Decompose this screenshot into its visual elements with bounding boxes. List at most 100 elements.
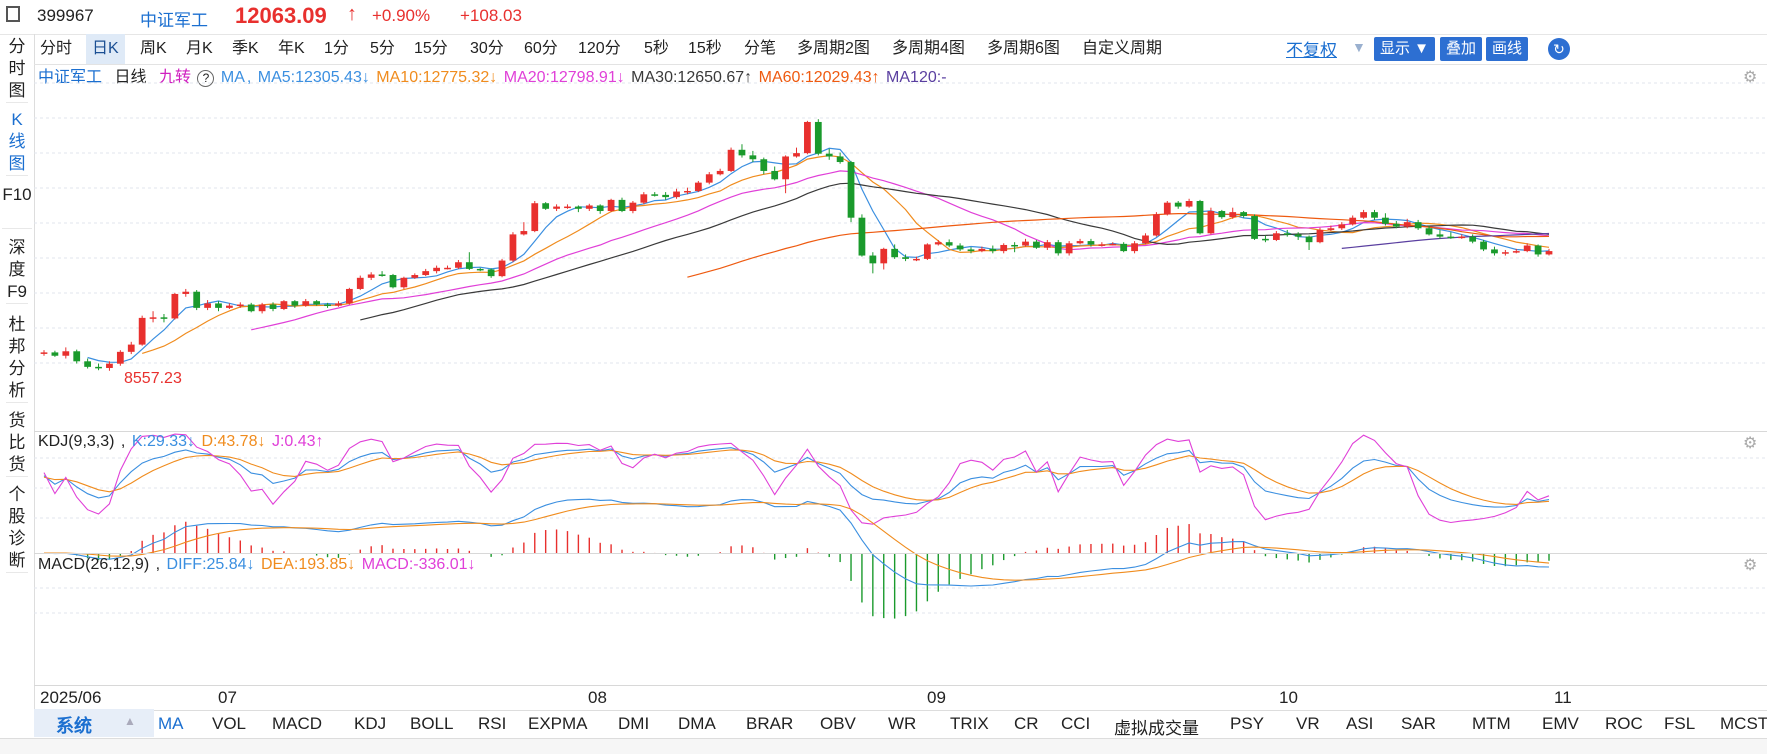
legend-jiuzhuan[interactable]: 九转	[158, 69, 191, 86]
candle-body	[411, 275, 419, 278]
indicator-tab[interactable]: PSY	[1230, 714, 1265, 733]
candle-body	[280, 301, 288, 309]
period-tab[interactable]: 自定义周期	[1082, 40, 1163, 57]
indicator-tab[interactable]: MA	[158, 714, 184, 733]
period-tab[interactable]: 15分	[414, 40, 448, 57]
period-tab[interactable]: 1分	[324, 40, 349, 57]
ma30-line	[360, 182, 1550, 321]
period-tab[interactable]: 5分	[370, 40, 395, 57]
indicator-tab[interactable]: FSL	[1664, 714, 1696, 733]
candle-body	[204, 303, 211, 308]
sidebar-item-timeshare[interactable]: 分时图	[6, 34, 28, 103]
candle-body	[1142, 235, 1149, 244]
period-tab[interactable]: 5秒	[644, 40, 669, 57]
sidebar-item-dupont[interactable]: 杜邦分析	[6, 314, 28, 403]
low-price-label: 8557.23	[124, 370, 182, 387]
legend-name[interactable]: 中证军工	[38, 69, 103, 86]
display-button-label: 显示	[1380, 40, 1411, 57]
indicator-tab[interactable]: BOLL	[410, 714, 454, 733]
period-tab[interactable]: 日K	[86, 34, 125, 64]
indicator-tab[interactable]: MACD	[272, 714, 323, 733]
indicator-tab[interactable]: SAR	[1401, 714, 1436, 733]
candle-body	[160, 317, 168, 319]
candle-body	[171, 293, 179, 319]
kdj-name[interactable]: KDJ(9,3,3)	[38, 433, 115, 450]
indicator-tab[interactable]: VR	[1296, 714, 1320, 733]
indicator-tab[interactable]: DMA	[678, 714, 716, 733]
kdj-settings-gear-icon[interactable]: ⚙	[1743, 435, 1758, 452]
candle-body	[978, 248, 986, 252]
period-tab[interactable]: 周K	[140, 40, 167, 57]
indicator-tab[interactable]: TRIX	[950, 714, 989, 733]
sidebar-item-f10[interactable]: F10	[2, 184, 32, 229]
candle-body	[651, 194, 659, 196]
candle-body	[1185, 201, 1193, 207]
ma5-line	[87, 147, 1550, 363]
kline-chart-area[interactable]: 8557.23	[34, 63, 1767, 688]
indicator-tab[interactable]: 虚拟成交量	[1114, 719, 1199, 738]
x-label: 11	[1554, 688, 1572, 707]
indicator-tab[interactable]: EMV	[1542, 714, 1579, 733]
indicator-tab[interactable]: DMI	[618, 714, 650, 733]
candle-body	[509, 234, 517, 261]
refresh-icon[interactable]: ↻	[1548, 38, 1570, 60]
indicator-tab[interactable]: ASI	[1346, 714, 1374, 733]
period-tab[interactable]: 多周期4图	[892, 40, 965, 57]
main-settings-gear-icon[interactable]: ⚙	[1743, 69, 1758, 86]
indicator-tab[interactable]: RSI	[478, 714, 507, 733]
sidebar-item-kline[interactable]: K线图	[6, 109, 28, 176]
candle-body	[727, 149, 735, 171]
overlay-button[interactable]: 叠加	[1440, 37, 1483, 61]
period-tab[interactable]: 年K	[278, 40, 305, 57]
help-icon[interactable]: ?	[197, 70, 215, 87]
sidebar-item-compare[interactable]: 货比货	[6, 410, 28, 477]
menu-icon[interactable]	[6, 6, 20, 22]
indicator-tab[interactable]: MCST	[1720, 714, 1767, 733]
period-tab[interactable]: 季K	[232, 40, 259, 57]
axis-separator	[34, 685, 1767, 686]
indicator-tab[interactable]: BRAR	[746, 714, 794, 733]
candle-body	[422, 271, 430, 276]
candle-body	[760, 159, 768, 171]
candle-body	[891, 248, 899, 258]
candle-body	[1207, 211, 1215, 234]
period-tab[interactable]: 分时	[40, 40, 73, 57]
candle-body	[389, 275, 397, 288]
indicator-tab[interactable]: CCI	[1061, 714, 1091, 733]
macd-name[interactable]: MACD(26,12,9)	[38, 556, 150, 573]
chevron-down-icon[interactable]: ▼	[1352, 39, 1366, 55]
period-tab[interactable]: 分笔	[744, 40, 777, 57]
system-indicator-menu[interactable]: 系统 ▲	[34, 709, 154, 737]
index-name[interactable]: 中证军工	[140, 11, 208, 30]
indicator-tab[interactable]: VOL	[212, 714, 247, 733]
period-tab[interactable]: 多周期6图	[987, 40, 1060, 57]
macd-dea-line	[43, 502, 1550, 581]
candle-body	[771, 170, 779, 180]
legend-ma20: MA20:12798.91↓	[503, 69, 625, 86]
sidebar-item-depth-f9[interactable]: 深度F9	[6, 237, 28, 304]
indicator-tab[interactable]: ROC	[1605, 714, 1643, 733]
draw-line-button[interactable]: 画线	[1486, 37, 1529, 61]
period-tab[interactable]: 60分	[524, 40, 558, 57]
candle-body	[1109, 243, 1117, 246]
candle-body	[825, 153, 833, 157]
indicator-tab[interactable]: WR	[888, 714, 917, 733]
legend-ma5: MA5:12305.43↓	[257, 69, 370, 86]
display-button[interactable]: 显示 ▼	[1374, 37, 1436, 61]
candle-body	[1512, 251, 1520, 253]
period-tab[interactable]: 120分	[578, 40, 621, 57]
indicator-tab[interactable]: OBV	[820, 714, 856, 733]
indicator-tab[interactable]: EXPMA	[528, 714, 588, 733]
period-tab[interactable]: 15秒	[688, 40, 722, 57]
adjust-dropdown[interactable]: 不复权	[1286, 41, 1337, 60]
indicator-tab[interactable]: CR	[1014, 714, 1039, 733]
period-tab[interactable]: 月K	[186, 40, 213, 57]
macd-settings-gear-icon[interactable]: ⚙	[1743, 557, 1758, 574]
period-tab[interactable]: 多周期2图	[797, 40, 870, 57]
candle-body	[673, 191, 680, 198]
indicator-tab[interactable]: MTM	[1472, 714, 1511, 733]
candle-body	[1240, 212, 1248, 217]
sidebar-item-diagnosis[interactable]: 个股诊断	[6, 484, 28, 573]
indicator-tab[interactable]: KDJ	[354, 714, 387, 733]
period-tab[interactable]: 30分	[470, 40, 504, 57]
